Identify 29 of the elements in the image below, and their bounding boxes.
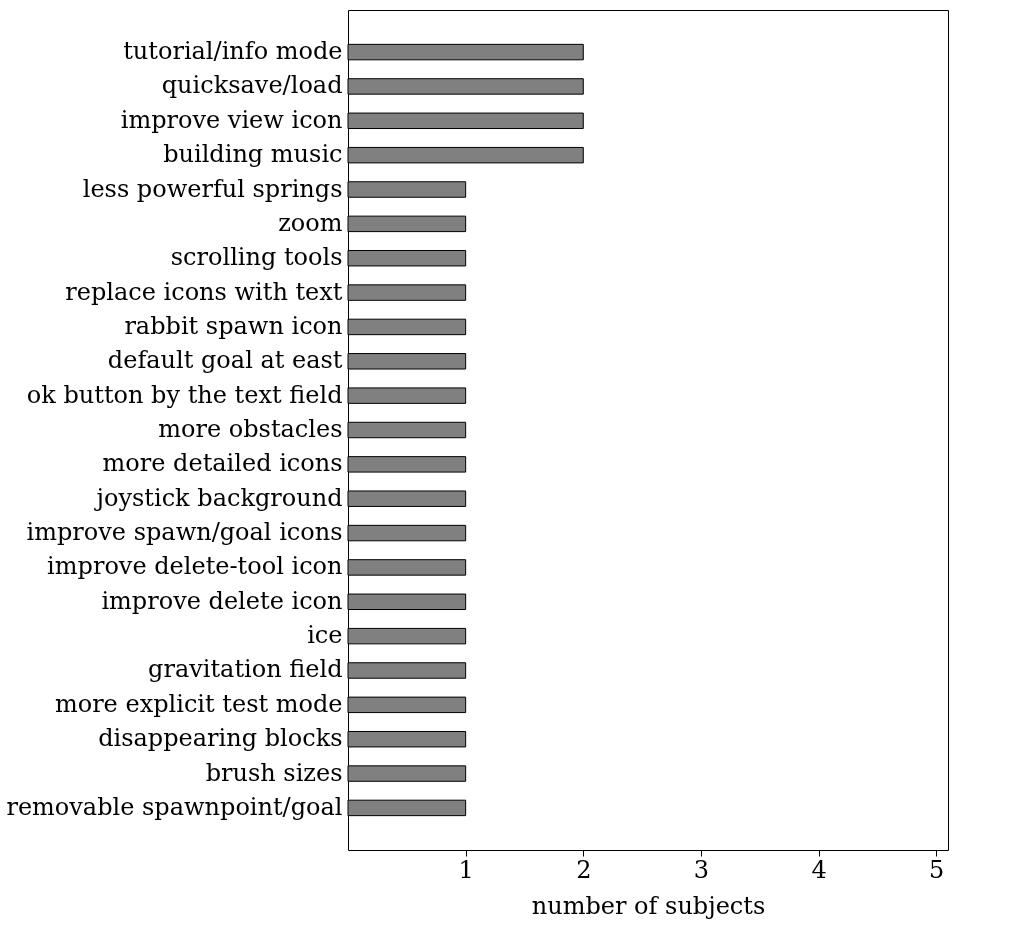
y-tick-label: improve delete-tool icon bbox=[47, 552, 343, 581]
y-tick-label: disappearing blocks bbox=[98, 724, 343, 753]
x-axis-title: number of subjects bbox=[531, 891, 766, 920]
x-tick-label: 3 bbox=[693, 855, 710, 884]
x-tick-label: 1 bbox=[458, 855, 474, 884]
y-tick-label: building music bbox=[163, 140, 343, 169]
y-tick-label: brush sizes bbox=[205, 758, 343, 787]
y-tick-label: scrolling tools bbox=[170, 243, 343, 272]
y-tick-label: more explicit test mode bbox=[54, 689, 343, 718]
y-tick-label: ok button by the text field bbox=[26, 380, 343, 409]
y-tick-label: less powerful springs bbox=[82, 174, 343, 203]
x-tick-label: 2 bbox=[576, 855, 592, 884]
y-tick-label: replace icons with text bbox=[65, 277, 343, 306]
y-tick-label: rabbit spawn icon bbox=[124, 311, 343, 340]
x-tick-label: 5 bbox=[929, 855, 945, 884]
y-tick-label: zoom bbox=[278, 208, 343, 237]
y-tick-label: joystick background bbox=[93, 483, 343, 512]
y-tick-label: tutorial/info mode bbox=[123, 37, 343, 66]
y-tick-label: improve view icon bbox=[120, 105, 343, 134]
y-tick-label: improve spawn/goal icons bbox=[26, 518, 343, 547]
y-tick-label: removable spawnpoint/goal bbox=[6, 792, 343, 821]
y-tick-label: gravitation field bbox=[148, 655, 343, 684]
y-tick-label: quicksave/load bbox=[161, 71, 343, 100]
y-tick-label: default goal at east bbox=[107, 346, 343, 375]
x-tick-label: 4 bbox=[811, 855, 827, 884]
y-tick-label: ice bbox=[307, 621, 343, 650]
y-tick-label: more obstacles bbox=[158, 415, 343, 443]
y-tick-label: improve delete icon bbox=[101, 586, 343, 615]
y-tick-label: more detailed icons bbox=[102, 449, 343, 478]
